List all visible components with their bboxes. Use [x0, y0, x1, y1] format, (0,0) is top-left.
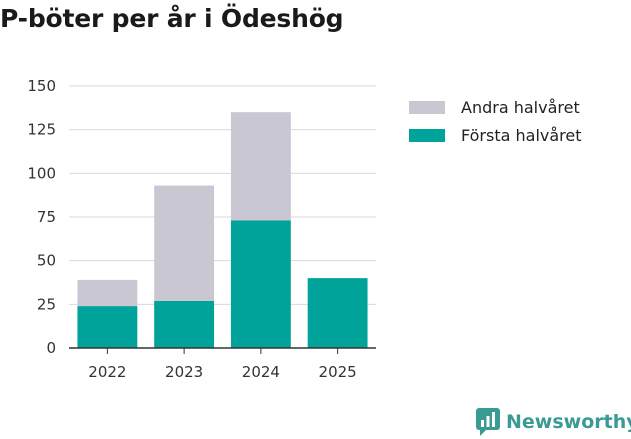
y-tick-label: 150	[27, 77, 56, 95]
y-tick-label: 50	[37, 252, 56, 270]
x-tick-label: 2025	[319, 363, 357, 381]
newsworthy-logo-icon	[476, 408, 500, 436]
y-tick-label: 100	[27, 164, 56, 182]
y-tick-label: 25	[37, 295, 56, 313]
y-tick-label: 125	[27, 121, 56, 139]
gridlines	[69, 85, 376, 305]
y-tick-label: 0	[46, 339, 56, 357]
x-tick-label: 2022	[88, 363, 126, 381]
legend-item-second-half: Andra halvåret	[409, 93, 582, 121]
x-tick-label: 2023	[165, 363, 203, 381]
y-tick-label: 75	[37, 208, 56, 226]
brand-name: Newsworthy	[506, 411, 631, 433]
bar-2023-first-half	[154, 300, 215, 348]
legend-label-second-half: Andra halvåret	[461, 97, 580, 117]
bar-2023-second-half	[154, 185, 215, 301]
y-axis-ticks: 0 25 50 75 100 125 150	[27, 77, 56, 357]
bar-2022-first-half	[77, 306, 138, 348]
bar-2025-first-half	[307, 278, 368, 348]
legend: Andra halvåret Första halvåret	[409, 93, 582, 149]
chart-title: P-böter per år i Ödeshög	[0, 4, 344, 33]
legend-swatch-first-half	[409, 128, 445, 142]
legend-item-first-half: Första halvåret	[409, 121, 582, 149]
bars	[77, 112, 368, 348]
bar-2022-second-half	[77, 279, 138, 307]
legend-label-first-half: Första halvåret	[461, 125, 582, 145]
bar-2024-first-half	[230, 220, 291, 348]
x-axis-ticks: 2022 2023 2024 2025	[88, 348, 357, 381]
legend-swatch-second-half	[409, 100, 445, 114]
bar-2024-second-half	[230, 112, 291, 221]
x-tick-label: 2024	[242, 363, 280, 381]
newsworthy-logo[interactable]: Newsworthy	[476, 408, 631, 436]
